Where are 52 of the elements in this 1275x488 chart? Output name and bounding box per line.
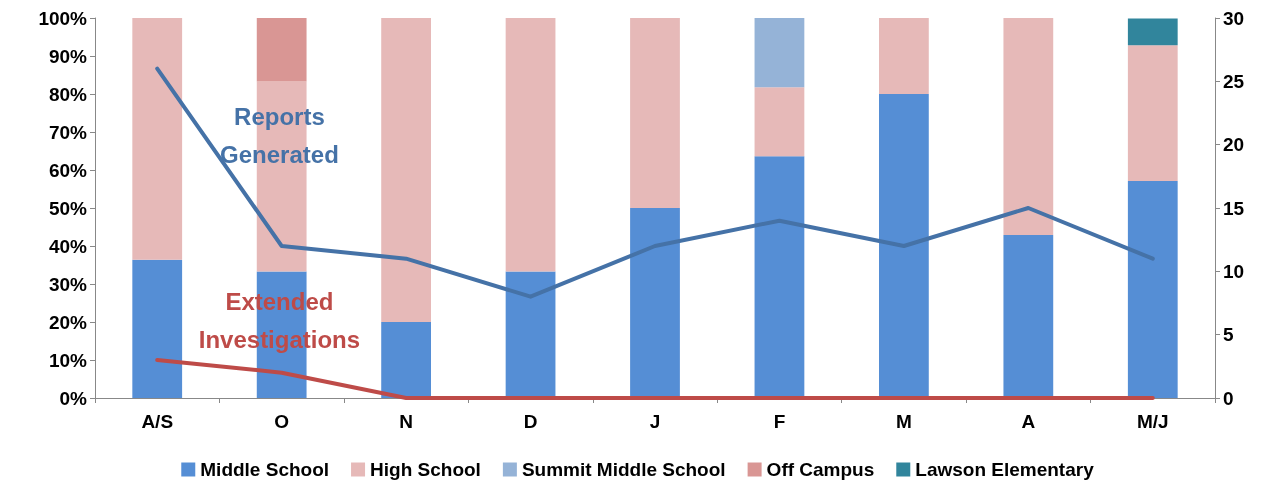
y-tick-label: 90% bbox=[48, 45, 88, 67]
bar bbox=[505, 18, 556, 272]
y2-tick-label: 0 bbox=[1223, 387, 1234, 409]
bar bbox=[505, 271, 556, 398]
x-tick-label: N bbox=[399, 411, 413, 432]
y2-tick-label: 25 bbox=[1223, 70, 1245, 92]
x-tick-label: A/S bbox=[141, 411, 174, 432]
x-tick-label: O bbox=[274, 411, 290, 432]
legend-label: Middle School bbox=[200, 459, 330, 480]
y-tick-label: 50% bbox=[48, 197, 88, 219]
bar bbox=[381, 18, 431, 322]
bar bbox=[256, 18, 307, 82]
bar bbox=[1127, 181, 1178, 398]
x-tick-label: M/J bbox=[1136, 411, 1169, 432]
y-tick-label: 60% bbox=[48, 159, 88, 181]
bar bbox=[132, 259, 183, 398]
bar bbox=[630, 208, 680, 398]
y-tick-label: 20% bbox=[48, 311, 88, 333]
y2-tick-label: 30 bbox=[1223, 7, 1245, 29]
y-tick-label: 30% bbox=[48, 273, 88, 295]
series-label: Reports Generated bbox=[220, 102, 339, 168]
x-tick-label: J bbox=[649, 411, 661, 432]
bar bbox=[754, 156, 805, 398]
bar bbox=[1127, 45, 1178, 182]
bar bbox=[132, 18, 183, 260]
y-tick-label: 40% bbox=[48, 235, 88, 257]
legend-label: Lawson Elementary bbox=[915, 459, 1095, 480]
y-tick-label: 100% bbox=[38, 7, 88, 29]
bar bbox=[1003, 18, 1054, 235]
bar bbox=[754, 87, 805, 157]
y2-tick-label: 20 bbox=[1223, 134, 1245, 156]
y-tick-label: 80% bbox=[48, 83, 88, 105]
y2-tick-label: 15 bbox=[1223, 197, 1245, 219]
legend-label: High School bbox=[370, 459, 481, 480]
x-tick-label: F bbox=[773, 411, 786, 432]
bar bbox=[1003, 234, 1054, 398]
y-tick-label: 0% bbox=[59, 387, 88, 409]
bar bbox=[879, 18, 929, 94]
y2-tick-label: 10 bbox=[1223, 260, 1245, 282]
y-tick-label: 70% bbox=[48, 121, 88, 143]
y-tick-label: 10% bbox=[48, 349, 88, 371]
x-tick-label: D bbox=[523, 411, 538, 432]
bar bbox=[754, 18, 805, 88]
legend-label: Summit Middle School bbox=[521, 459, 726, 480]
x-tick-label: A bbox=[1021, 411, 1036, 432]
bar bbox=[630, 18, 680, 208]
x-tick-label: M bbox=[895, 411, 912, 432]
y2-tick-label: 5 bbox=[1223, 324, 1234, 346]
legend-label: Off Campus bbox=[766, 459, 875, 480]
bar bbox=[381, 322, 431, 398]
bar bbox=[879, 94, 929, 398]
bar bbox=[1127, 18, 1178, 46]
